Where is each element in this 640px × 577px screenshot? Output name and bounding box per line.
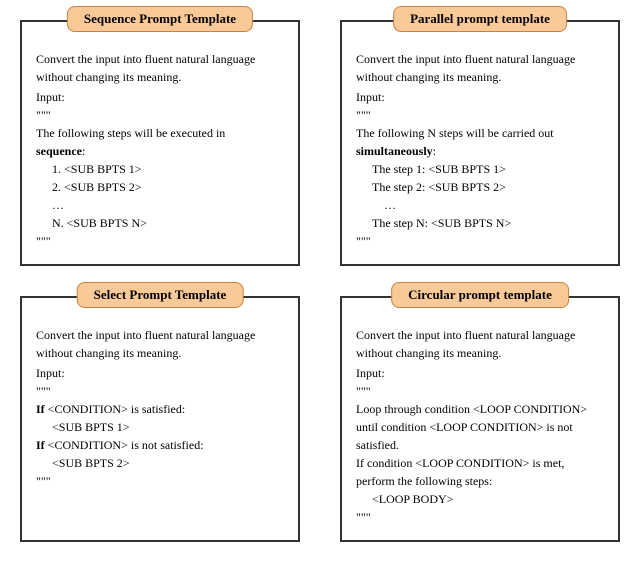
close-quote: """ [36,472,284,490]
loop-line-2: If condition <LOOP CONDITION> is met, pe… [356,454,604,490]
open-quote: """ [36,382,284,400]
card-title-sequence: Sequence Prompt Template [67,6,253,32]
if2-cond: <CONDITION> is not satisfied: [45,438,204,452]
par-item-dots: … [356,196,604,214]
card-body-sequence: Convert the input into fluent natural la… [36,50,284,250]
template-grid: Sequence Prompt Template Convert the inp… [20,20,620,542]
open-quote: """ [356,382,604,400]
card-body-circular: Convert the input into fluent natural la… [356,326,604,526]
lead-line: The following N steps will be carried ou… [356,124,604,160]
input-label: Input: [36,88,284,106]
card-title-circular: Circular prompt template [391,282,569,308]
par-item-1: The step 1: <SUB BPTS 1> [356,160,604,178]
seq-item-n: N. <SUB BPTS N> [36,214,284,232]
loop-body: <LOOP BODY> [356,490,604,508]
lead-line: The following steps will be executed in … [36,124,284,160]
open-quote: """ [36,106,284,124]
if1-pre: If [36,402,45,416]
if2-line: If <CONDITION> is not satisfied: [36,436,284,454]
loop-line-1: Loop through condition <LOOP CONDITION> … [356,400,604,454]
intro-text: Convert the input into fluent natural la… [36,50,284,86]
card-body-select: Convert the input into fluent natural la… [36,326,284,490]
intro-text: Convert the input into fluent natural la… [356,326,604,362]
seq-item-1: 1. <SUB BPTS 1> [36,160,284,178]
lead-tail: : [433,144,436,158]
seq-item-2: 2. <SUB BPTS 2> [36,178,284,196]
if2-body: <SUB BPTS 2> [36,454,284,472]
card-title-select: Select Prompt Template [77,282,244,308]
lead-tail: : [82,144,85,158]
input-label: Input: [356,364,604,382]
lead-text: The following steps will be executed in [36,126,225,140]
card-circular: Circular prompt template Convert the inp… [340,296,620,542]
lead-text: The following N steps will be carried ou… [356,126,554,140]
if1-cond: <CONDITION> is satisfied: [45,402,186,416]
close-quote: """ [36,232,284,250]
close-quote: """ [356,508,604,526]
intro-text: Convert the input into fluent natural la… [356,50,604,86]
intro-text: Convert the input into fluent natural la… [36,326,284,362]
close-quote: """ [356,232,604,250]
par-item-2: The step 2: <SUB BPTS 2> [356,178,604,196]
card-sequence: Sequence Prompt Template Convert the inp… [20,20,300,266]
if1-body: <SUB BPTS 1> [36,418,284,436]
card-select: Select Prompt Template Convert the input… [20,296,300,542]
lead-bold: sequence [36,144,82,158]
input-label: Input: [36,364,284,382]
open-quote: """ [356,106,604,124]
input-label: Input: [356,88,604,106]
card-title-parallel: Parallel prompt template [393,6,567,32]
par-item-n: The step N: <SUB BPTS N> [356,214,604,232]
lead-bold: simultaneously [356,144,433,158]
seq-item-dots: … [36,196,284,214]
card-parallel: Parallel prompt template Convert the inp… [340,20,620,266]
if1-line: If <CONDITION> is satisfied: [36,400,284,418]
card-body-parallel: Convert the input into fluent natural la… [356,50,604,250]
if2-pre: If [36,438,45,452]
